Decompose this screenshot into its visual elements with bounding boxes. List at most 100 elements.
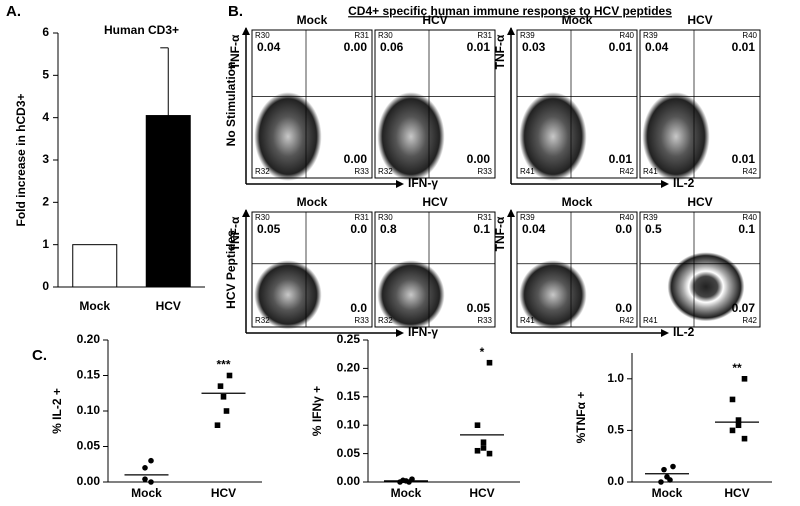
- x-tick-label: Mock: [391, 486, 422, 500]
- plot-header: HCV: [687, 195, 712, 209]
- quadrant-value: 0.8: [380, 222, 397, 236]
- y-axis-label: %TNFα +: [574, 392, 588, 444]
- quadrant-value: 0.01: [609, 40, 633, 54]
- x-axis-label: IL-2: [673, 325, 695, 339]
- region-label: R40: [742, 213, 757, 222]
- region-label: R40: [619, 213, 634, 222]
- quadrant-value: 0.03: [522, 40, 546, 54]
- plot-frame: [516, 29, 638, 179]
- quadrant-value: 0.06: [380, 40, 404, 54]
- region-label: R30: [378, 31, 393, 40]
- arrow-head: [242, 27, 250, 35]
- region-label: R32: [378, 316, 393, 325]
- point: [474, 422, 481, 428]
- point: [667, 477, 673, 483]
- point: [741, 376, 748, 382]
- quadrant-value: 0.00: [467, 152, 491, 166]
- quadrant-value: 0.1: [738, 222, 755, 236]
- quadrant-value: 0.07: [732, 301, 756, 315]
- plot-frame: [639, 211, 761, 328]
- plot-header: HCV: [422, 13, 447, 27]
- quadrant-value: 0.5: [645, 222, 662, 236]
- region-label: R41: [520, 167, 535, 176]
- x-axis-label: IL-2: [673, 176, 695, 190]
- point: [148, 479, 154, 485]
- point: [406, 479, 412, 485]
- point: [735, 417, 742, 423]
- quadrant-value: 0.0: [615, 301, 632, 315]
- region-label: R41: [643, 316, 658, 325]
- annotation: ***: [216, 358, 230, 372]
- point: [658, 479, 664, 485]
- region-label: R33: [477, 316, 492, 325]
- y-tick-label: 0.25: [337, 332, 361, 346]
- x-axis-label: IFN-γ: [408, 176, 438, 190]
- y-axis-label: % IFNγ +: [310, 386, 324, 436]
- point: [214, 422, 221, 428]
- bar: [145, 115, 191, 288]
- quadrant-value: 0.01: [467, 40, 491, 54]
- plot-frame: [251, 29, 373, 179]
- point: [226, 372, 233, 379]
- arrow-head: [661, 180, 669, 188]
- point: [486, 450, 493, 457]
- region-label: R39: [520, 213, 535, 222]
- region-label: R42: [619, 316, 634, 325]
- point: [741, 435, 748, 442]
- panel-label: C.: [32, 347, 47, 364]
- plot-header: Mock: [562, 13, 593, 27]
- y-tick-label: 0.20: [77, 332, 101, 346]
- region-label: R42: [742, 167, 757, 176]
- region-label: R32: [255, 167, 270, 176]
- quadrant-value: 0.05: [467, 301, 491, 315]
- region-label: R40: [742, 31, 757, 40]
- y-tick-label: 0.00: [337, 474, 361, 488]
- plot-frame: [374, 29, 496, 179]
- x-tick-label: HCV: [211, 486, 236, 500]
- arrow-head: [242, 209, 250, 217]
- point: [480, 445, 487, 451]
- plot-header: Mock: [297, 195, 328, 209]
- density: [519, 92, 587, 181]
- density: [377, 260, 445, 330]
- density: [519, 260, 587, 330]
- region-label: R33: [354, 167, 369, 176]
- y-tick-label: 0.05: [77, 439, 101, 453]
- y-tick-label: 0.5: [607, 423, 624, 437]
- quadrant-value: 0.00: [344, 152, 368, 166]
- x-axis-label: IFN-γ: [408, 325, 438, 339]
- annotation: *: [480, 345, 485, 359]
- point: [486, 359, 493, 366]
- y-tick-label: 0: [42, 279, 49, 293]
- y-tick-label: 2: [42, 195, 49, 209]
- row-label: No Stimulation: [224, 62, 238, 147]
- point: [474, 447, 481, 454]
- panel-label: B.: [228, 3, 243, 20]
- y-tick-label: 0.20: [337, 361, 361, 375]
- x-tick-label: HCV: [469, 486, 494, 500]
- y-axis-label: Fold increase in hCD3+: [14, 93, 28, 226]
- density: [254, 260, 322, 330]
- region-label: R33: [354, 316, 369, 325]
- region-label: R31: [477, 213, 492, 222]
- region-label: R42: [619, 167, 634, 176]
- x-tick-label: Mock: [652, 486, 683, 500]
- density: [667, 252, 745, 322]
- quadrant-value: 0.01: [609, 152, 633, 166]
- region-label: R42: [742, 316, 757, 325]
- density: [377, 92, 445, 181]
- y-axis-label: TNF-α: [228, 216, 242, 251]
- point: [480, 439, 487, 446]
- quadrant-value: 0.01: [732, 40, 756, 54]
- y-tick-label: 0.05: [337, 446, 361, 460]
- point: [661, 466, 667, 473]
- point: [142, 465, 148, 471]
- plot-frame: [251, 211, 373, 328]
- region-label: R40: [619, 31, 634, 40]
- y-axis-label: TNF-α: [493, 34, 507, 69]
- row-label: HCV Peptides: [224, 230, 238, 309]
- y-axis-label: TNF-α: [228, 34, 242, 69]
- region-label: R32: [378, 167, 393, 176]
- point: [729, 396, 736, 403]
